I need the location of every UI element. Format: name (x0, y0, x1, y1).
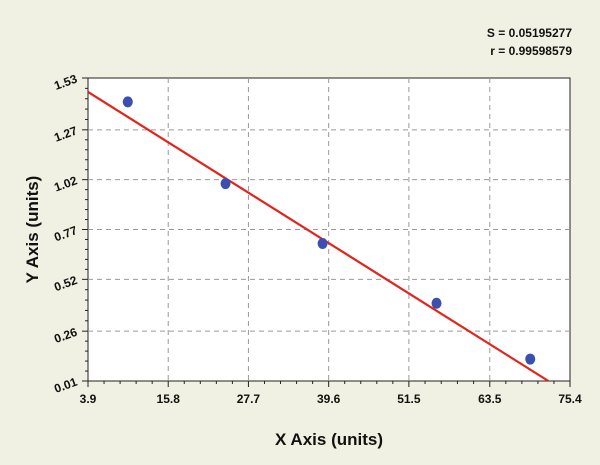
data-point (525, 353, 536, 365)
x-tick-label: 27.7 (237, 392, 261, 406)
y-axis-label: Y Axis (units) (23, 176, 42, 284)
std-error-label: S = 0.05195277 (486, 26, 572, 40)
x-tick-label: 51.5 (397, 392, 421, 406)
y-tick-label: 0.26 (52, 325, 79, 346)
x-tick-label: 3.9 (80, 392, 97, 406)
y-tick-label: 0.77 (52, 223, 79, 244)
data-point (431, 297, 442, 309)
correlation-label: r = 0.99598579 (490, 44, 572, 58)
data-point (122, 96, 133, 108)
y-tick-label: 1.27 (52, 123, 79, 144)
x-tick-label: 75.4 (558, 392, 582, 406)
x-tick-label: 39.6 (317, 392, 341, 406)
x-tick-label: 15.8 (157, 392, 181, 406)
y-tick-label: 1.53 (52, 72, 79, 93)
x-axis-label: X Axis (units) (275, 430, 383, 449)
regression-line (88, 91, 550, 381)
data-point (317, 237, 328, 249)
y-tick-label: 1.02 (52, 173, 79, 194)
x-tick-label: 63.5 (478, 392, 502, 406)
y-tick-label: 0.01 (52, 375, 79, 396)
y-tick-label: 0.52 (52, 273, 79, 294)
data-point (220, 178, 231, 190)
